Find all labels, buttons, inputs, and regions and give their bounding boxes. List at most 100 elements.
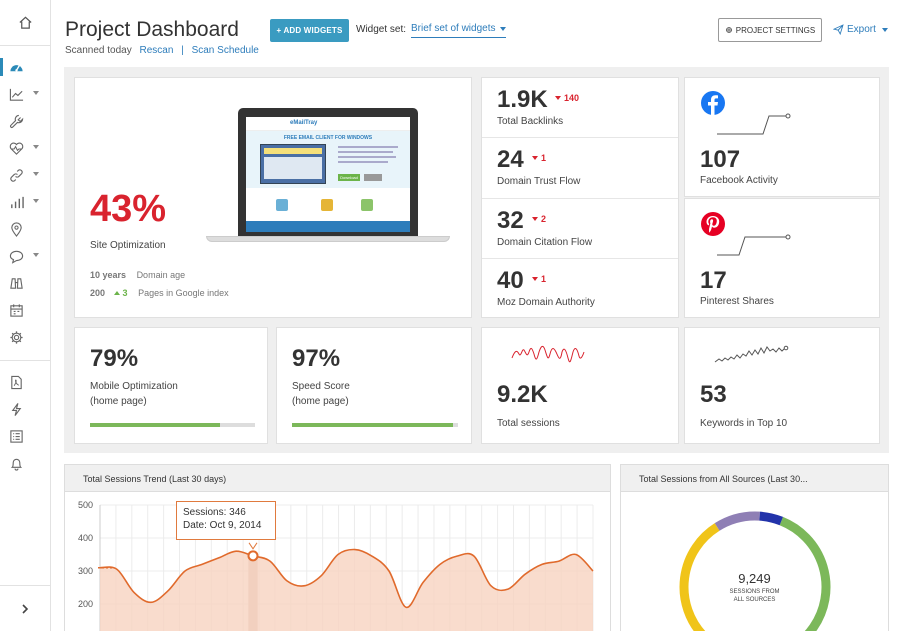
export-menu[interactable]: Export xyxy=(833,24,888,35)
donut-slice-0[interactable] xyxy=(703,516,831,631)
project-settings-button[interactable]: PROJECT SETTINGS xyxy=(718,18,822,42)
sidebar-item-alerts[interactable] xyxy=(0,396,50,423)
speed-score-label: Speed Score xyxy=(292,381,350,392)
sidebar-item-settings[interactable] xyxy=(0,324,50,351)
domain-age-row: 10 years Domain age xyxy=(90,270,185,280)
sidebar-item-tasks[interactable] xyxy=(0,423,50,450)
chevron-right-icon xyxy=(22,603,29,614)
calendar-icon xyxy=(10,304,23,317)
sidebar-item-notifications[interactable] xyxy=(0,450,50,477)
facebook-icon xyxy=(701,91,725,115)
sidebar-item-dashboard[interactable] xyxy=(0,54,50,81)
chevron-down-icon xyxy=(33,145,39,149)
down-arrow-icon xyxy=(532,217,538,221)
backlink-metrics-widget[interactable]: 1.9K 140 Total Backlinks 24 1 Domain Tru… xyxy=(481,77,679,318)
speed-score-sublabel: (home page) xyxy=(292,396,349,407)
metric-delta: 1 xyxy=(532,153,546,163)
y-tick-label: 300 xyxy=(78,566,93,576)
speed-score-widget[interactable]: 97% Speed Score (home page) xyxy=(276,327,472,444)
sessions-area-fill xyxy=(100,549,593,631)
metric-domain-trust-flow[interactable]: 24 1 Domain Trust Flow xyxy=(482,138,678,199)
sidebar-item-health[interactable] xyxy=(0,135,50,162)
pinterest-icon xyxy=(701,212,725,236)
sidebar-item-reports[interactable] xyxy=(0,189,50,216)
donut-slice-2[interactable] xyxy=(714,511,760,531)
sidebar-item-pdf[interactable] xyxy=(0,369,50,396)
sidebar-item-tools[interactable] xyxy=(0,108,50,135)
site-optimization-value: 43% xyxy=(90,188,167,230)
rescan-link[interactable]: Rescan xyxy=(139,45,174,56)
sessions-trend-chart[interactable]: 200 300 400 500 xyxy=(65,493,610,631)
donut-slice-3[interactable] xyxy=(759,511,784,526)
site-preview-laptop[interactable]: eMailTray FREE EMAIL CLIENT FOR WINDOWS … xyxy=(206,108,456,248)
metric-delta: 1 xyxy=(532,274,546,284)
facebook-activity-widget[interactable]: 107 Facebook Activity xyxy=(684,77,880,197)
metric-delta: 2 xyxy=(532,214,546,224)
speed-score-bar xyxy=(292,423,458,427)
facebook-label: Facebook Activity xyxy=(700,175,778,186)
sidebar-item-social[interactable] xyxy=(0,243,50,270)
sessions-sources-title: Total Sessions from All Sources (Last 30… xyxy=(621,465,888,492)
total-sessions-widget[interactable]: 9.2K Total sessions xyxy=(481,327,679,444)
scanned-status: Scanned today xyxy=(65,45,132,56)
wrench-icon xyxy=(9,114,24,129)
up-arrow-icon xyxy=(113,291,120,295)
expand-sidebar-button[interactable] xyxy=(0,585,50,631)
metric-total-backlinks[interactable]: 1.9K 140 Total Backlinks xyxy=(482,78,678,138)
sidebar-item-local[interactable] xyxy=(0,216,50,243)
gear-icon xyxy=(725,27,732,33)
down-arrow-icon xyxy=(532,156,538,160)
pinterest-shares-widget[interactable]: 17 Pinterest Shares xyxy=(684,198,880,318)
keywords-sparkline xyxy=(714,345,789,363)
site-optimization-widget[interactable]: 43% Site Optimization 10 years Domain ag… xyxy=(74,77,472,318)
site-optimization-label: Site Optimization xyxy=(90,240,166,251)
scan-schedule-link[interactable]: Scan Schedule xyxy=(191,45,259,56)
mobile-optimization-bar xyxy=(90,423,255,427)
preview-brand: eMailTray xyxy=(246,117,410,131)
mobile-optimization-label: Mobile Optimization xyxy=(90,381,178,392)
metric-value: 24 xyxy=(497,146,524,173)
highlighted-data-point[interactable] xyxy=(247,550,259,562)
link-icon xyxy=(10,169,23,182)
metric-label: Domain Citation Flow xyxy=(497,237,593,248)
donut-slice-1[interactable] xyxy=(679,523,720,631)
tooltip-pointer xyxy=(248,542,258,550)
chevron-down-icon xyxy=(33,91,39,95)
sessions-sparkline xyxy=(511,345,585,363)
chevron-down-icon xyxy=(33,199,39,203)
sessions-line xyxy=(99,548,594,609)
project-settings-label: PROJECT SETTINGS xyxy=(735,25,816,35)
export-label: Export xyxy=(847,24,876,35)
metric-domain-citation-flow[interactable]: 32 2 Domain Citation Flow xyxy=(482,199,678,259)
map-pin-icon xyxy=(11,222,22,237)
total-sessions-value: 9.2K xyxy=(497,381,548,408)
sidebar-item-links[interactable] xyxy=(0,162,50,189)
add-widgets-button[interactable]: + ADD WIDGETS xyxy=(270,19,349,42)
total-sessions-label: Total sessions xyxy=(497,418,560,429)
home-button[interactable] xyxy=(0,0,50,46)
sessions-sources-panel: Total Sessions from All Sources (Last 30… xyxy=(620,464,889,631)
metric-value: 32 xyxy=(497,207,524,234)
laptop-base xyxy=(206,236,450,242)
page-title: Project Dashboard xyxy=(65,18,239,41)
sessions-sources-donut[interactable] xyxy=(621,493,888,631)
keywords-value: 53 xyxy=(700,381,727,408)
metric-value: 40 xyxy=(497,267,524,294)
widgets-area: 43% Site Optimization 10 years Domain ag… xyxy=(64,67,889,453)
mobile-optimization-widget[interactable]: 79% Mobile Optimization (home page) xyxy=(74,327,268,444)
dashboard-gauge-icon xyxy=(10,65,23,72)
sidebar-item-competitors[interactable] xyxy=(0,270,50,297)
chevron-down-icon xyxy=(500,27,506,31)
tooltip-date: Date: Oct 9, 2014 xyxy=(183,520,262,531)
sidebar-item-rankings[interactable] xyxy=(0,81,50,108)
keywords-top10-widget[interactable]: 53 Keywords in Top 10 xyxy=(684,327,880,444)
pinterest-label: Pinterest Shares xyxy=(700,296,774,307)
widget-set-dropdown[interactable]: Brief set of widgets xyxy=(411,23,506,38)
facebook-value: 107 xyxy=(700,146,741,173)
sidebar-divider xyxy=(0,360,50,361)
home-icon xyxy=(18,16,32,29)
sidebar-item-schedule[interactable] xyxy=(0,297,50,324)
metric-moz-domain-authority[interactable]: 40 1 Moz Domain Authority xyxy=(482,259,678,317)
donut-caption: SESSIONS FROM ALL SOURCES xyxy=(729,589,780,603)
metric-label: Total Backlinks xyxy=(497,116,564,127)
